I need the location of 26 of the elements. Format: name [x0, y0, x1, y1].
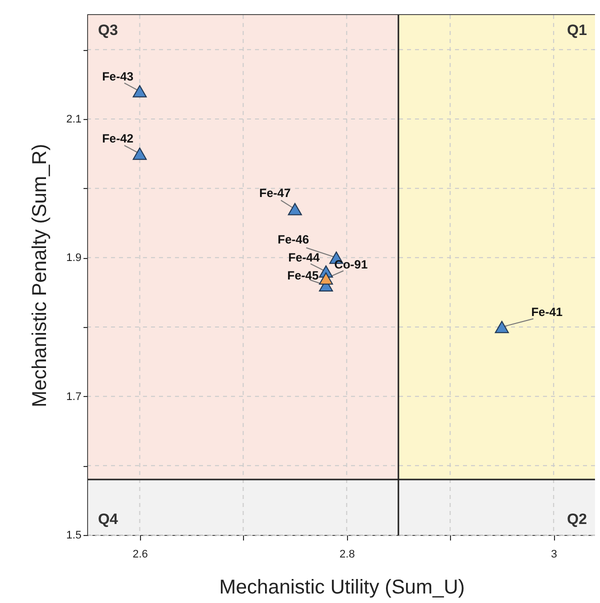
- y-tick-label: 1.5: [66, 530, 82, 542]
- band-label: Q4: [98, 511, 119, 528]
- annotation: Co-91: [334, 257, 368, 272]
- annotation: Fe-45: [287, 268, 319, 282]
- x-tick-label: 2.6: [132, 548, 148, 560]
- point: [494, 320, 509, 334]
- point: [132, 148, 147, 160]
- annotation: Fe-47: [259, 186, 291, 200]
- point: [318, 272, 333, 285]
- point: [132, 85, 147, 98]
- annotation: Fe-41: [531, 305, 563, 319]
- y-axis-title: Mechanistic Penalty (Sum_R): [29, 144, 52, 408]
- x-tick-label: 3: [551, 548, 558, 560]
- annotation: Fe-46: [278, 232, 310, 247]
- annotation: Fe-44: [288, 250, 320, 265]
- y-tick-label: 1.7: [66, 390, 82, 403]
- annotation: Q2: [566, 511, 587, 528]
- annotation: Fe-43: [102, 69, 134, 84]
- band-label: Q3: [98, 22, 118, 39]
- x-tick-label: 2.8: [340, 548, 355, 560]
- point: [288, 202, 302, 216]
- x-axis-title: Mechanistic Utility (Sum_U): [219, 576, 465, 598]
- band-label: Q1: [566, 22, 587, 39]
- y-tick-label: 2.1: [66, 114, 82, 126]
- annotation: Fe-42: [102, 132, 134, 146]
- y-tick-label: 1.9: [66, 252, 82, 264]
